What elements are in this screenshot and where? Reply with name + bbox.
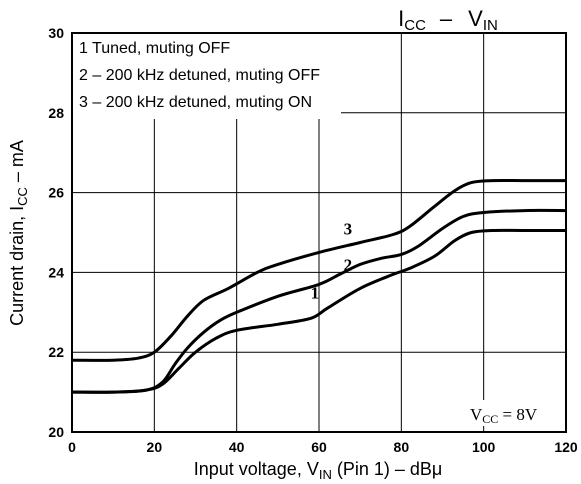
y-axis-label: Current drain, ICC – mA xyxy=(7,140,30,326)
y-axis-label-main: Current drain, I xyxy=(7,206,27,326)
x-tick-label: 80 xyxy=(394,439,410,455)
x-tick-label: 40 xyxy=(229,439,245,455)
legend-entry-3: 3 – 200 kHz detuned, muting ON xyxy=(79,94,312,111)
title-v: V xyxy=(468,6,483,31)
y-tick-labels: 20 22 24 26 28 30 xyxy=(48,25,64,440)
title-i-sub: CC xyxy=(404,17,426,34)
x-tick-label: 60 xyxy=(311,439,327,455)
series-line-2 xyxy=(71,208,567,394)
x-tick-labels: 0 20 40 60 80 100 120 xyxy=(68,439,578,455)
x-tick-label: 120 xyxy=(554,439,578,455)
x-tick-label: 100 xyxy=(472,439,496,455)
y-tick-label: 28 xyxy=(48,105,64,121)
vcc-annotation: VCC = 8V xyxy=(466,400,564,426)
legend-entry-2: 2 – 200 kHz detuned, muting OFF xyxy=(79,67,320,84)
y-tick-label: 26 xyxy=(48,185,64,201)
x-axis-label: Input voltage, VIN (Pin 1) – dBμ xyxy=(194,459,443,482)
legend-background xyxy=(73,34,341,119)
y-tick-label: 24 xyxy=(48,264,64,280)
y-axis-label-sub: CC xyxy=(15,187,30,206)
x-tick-label: 0 xyxy=(68,439,76,455)
y-axis-label-rest: – mA xyxy=(7,140,27,187)
vcc-v: V xyxy=(470,405,483,424)
title-v-sub: IN xyxy=(483,17,498,34)
vcc-sub: CC xyxy=(482,412,498,426)
series-group xyxy=(71,178,567,394)
curve-label-1: 1 xyxy=(311,283,320,302)
vcc-annotation-text: VCC = 8V xyxy=(470,405,538,426)
chart-title: ICC – VIN xyxy=(398,6,498,34)
legend: 1 Tuned, muting OFF 2 – 200 kHz detuned,… xyxy=(73,34,341,119)
y-tick-label: 30 xyxy=(48,25,64,41)
curve-labels: 1 2 3 xyxy=(311,219,352,302)
series-line-1 xyxy=(71,228,566,394)
x-axis-label-sub: IN xyxy=(319,467,332,482)
y-tick-label: 20 xyxy=(48,424,64,440)
y-tick-label: 22 xyxy=(48,344,64,360)
x-axis-label-rest: (Pin 1) – dBμ xyxy=(332,459,442,479)
series-line-3 xyxy=(71,178,566,362)
vcc-value: = 8V xyxy=(498,405,538,424)
legend-entry-1: 1 Tuned, muting OFF xyxy=(79,40,230,57)
x-axis-label-main: Input voltage, V xyxy=(194,459,319,479)
curve-label-3: 3 xyxy=(344,219,353,238)
vcc-annotation-background xyxy=(466,400,564,426)
plot-frame xyxy=(71,32,567,433)
title-dash: – xyxy=(440,6,453,31)
title-i: I xyxy=(398,6,404,31)
x-tick-label: 20 xyxy=(147,439,163,455)
curve-label-2: 2 xyxy=(344,255,353,274)
